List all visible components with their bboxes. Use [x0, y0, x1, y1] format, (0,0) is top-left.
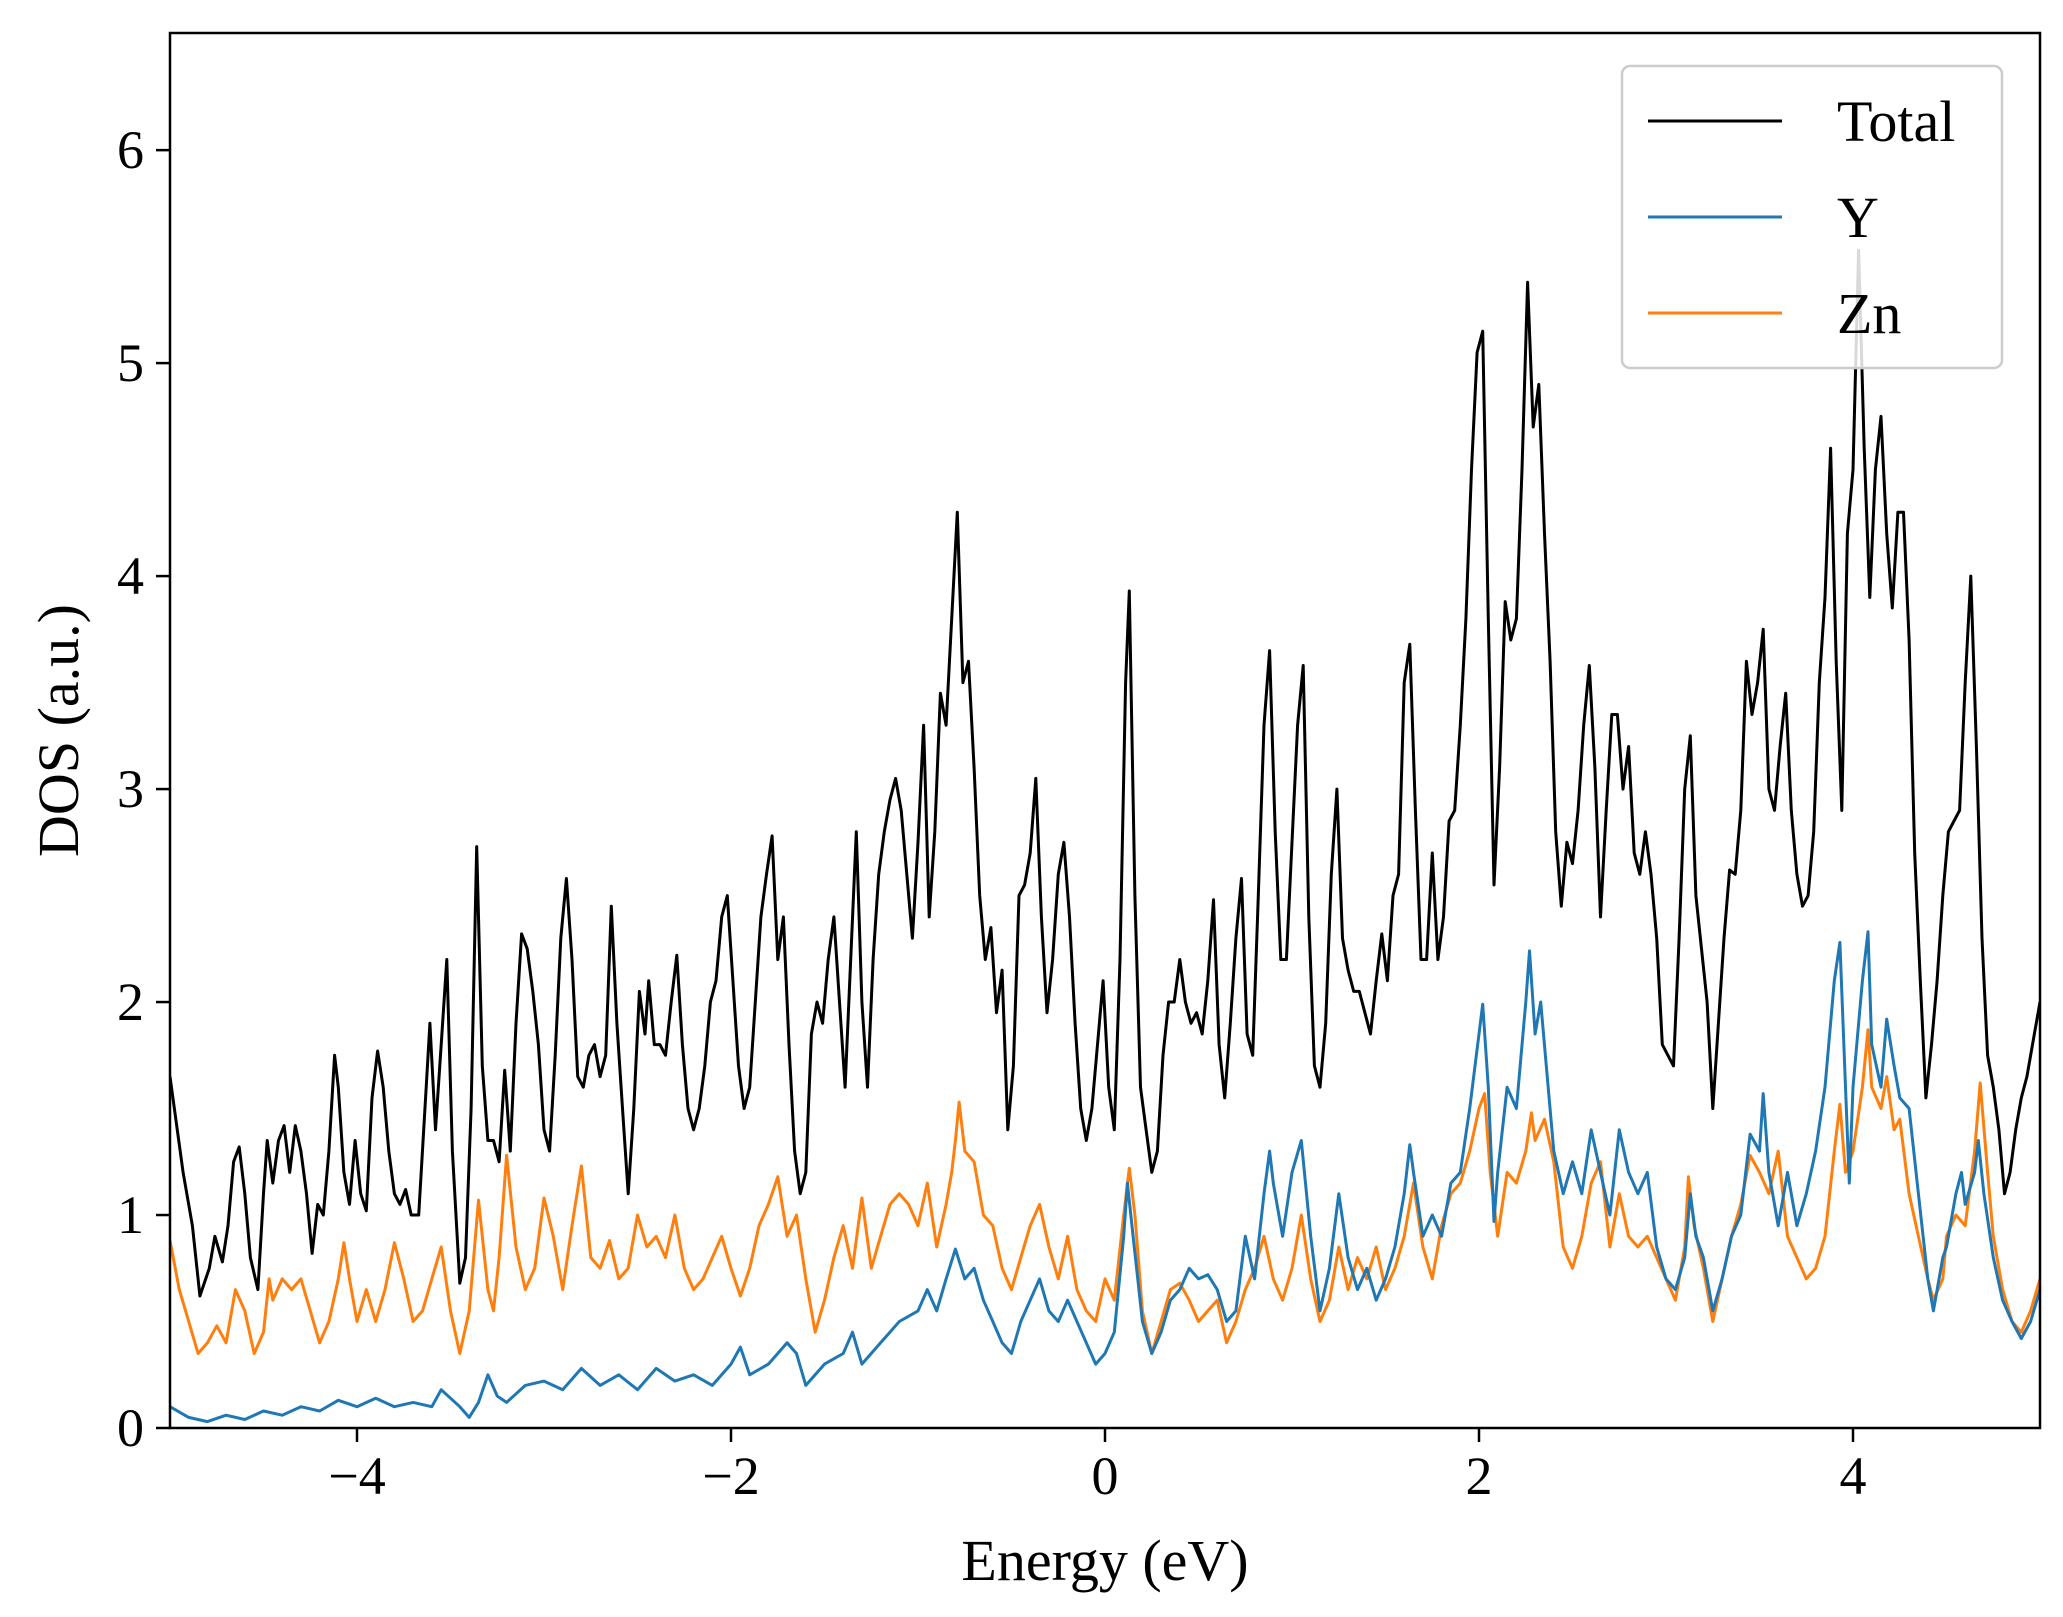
y-tick-label: 5: [117, 333, 144, 393]
y-tick-label: 0: [117, 1398, 144, 1458]
legend: Total Y Zn: [1620, 64, 2004, 370]
y-tick-label: 3: [117, 759, 144, 819]
ticks-layer: −4 −2 0 2 4 0 1 2 3 4 5 6: [117, 120, 1867, 1506]
y-tick-label: 2: [117, 972, 144, 1032]
x-tick-label: −2: [702, 1446, 759, 1506]
y-axis-label: DOS (a.u.): [26, 604, 91, 857]
legend-label-total: Total: [1837, 89, 1955, 154]
x-tick-label: −4: [328, 1446, 385, 1506]
legend-label-y: Y: [1837, 185, 1879, 250]
y-tick-label: 6: [117, 120, 144, 180]
y-tick-label: 4: [117, 546, 144, 606]
x-axis-label: Energy (eV): [961, 1528, 1248, 1593]
x-tick-label: 4: [1840, 1446, 1867, 1506]
series-line-total: [170, 248, 2040, 1298]
series-layer: [170, 248, 2040, 1424]
legend-label-zn: Zn: [1837, 281, 1901, 346]
series-line-y: [170, 930, 2040, 1424]
x-tick-label: 0: [1092, 1446, 1119, 1506]
y-tick-label: 1: [117, 1185, 144, 1245]
x-tick-label: 2: [1466, 1446, 1493, 1506]
legend-box: [1620, 64, 2004, 370]
